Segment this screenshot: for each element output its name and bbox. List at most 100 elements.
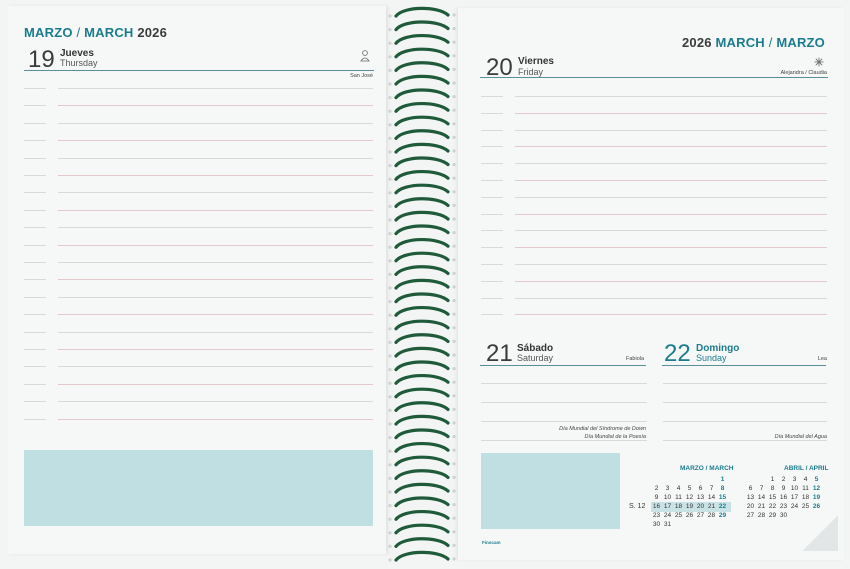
punch-hole: [388, 55, 392, 59]
spiral-coil: [394, 373, 450, 385]
calendar-day: 23: [779, 503, 788, 510]
punch-hole: [452, 163, 456, 167]
calendar-day: 17: [663, 503, 672, 510]
punch-hole: [452, 271, 456, 275]
notes-box: [481, 453, 620, 529]
writing-line: [58, 418, 373, 420]
margin-tick: [24, 244, 46, 246]
margin-tick: [481, 196, 503, 198]
writing-line: [663, 440, 827, 441]
punch-hole: [452, 40, 456, 44]
punch-hole: [388, 449, 392, 453]
writing-line: [515, 146, 827, 148]
calendar-day: 20: [746, 503, 755, 510]
writing-line: [515, 180, 827, 181]
day20-saint: Alejandra / Claudia: [780, 70, 827, 76]
spiral-coil: [394, 333, 450, 344]
punch-hole: [452, 557, 456, 561]
spiral-coil: [394, 360, 450, 372]
calendar-day: 19: [685, 503, 694, 510]
punch-hole: [388, 368, 392, 372]
punch-hole: [388, 41, 392, 45]
punch-hole: [452, 435, 456, 439]
spiral-coil: [394, 251, 450, 263]
margin-tick: [481, 280, 503, 282]
punch-hole: [452, 543, 456, 548]
calendar-day: 11: [675, 494, 682, 501]
margin-tick: [24, 262, 46, 263]
writing-line: [663, 383, 827, 384]
punch-hole: [388, 177, 392, 181]
punch-hole: [388, 422, 392, 426]
day22-header-rule: [662, 365, 826, 366]
spiral-coil: [394, 305, 450, 317]
punch-hole: [452, 299, 456, 303]
margin-tick: [24, 140, 46, 142]
calendar-day: 3: [665, 485, 670, 492]
day22-name-en: Sunday: [696, 353, 727, 363]
punch-hole: [452, 326, 456, 330]
punch-hole: [388, 272, 392, 276]
current-week-highlight: [651, 502, 731, 512]
calendar-day: 1: [720, 476, 725, 483]
right-month-title: 2026 MARCH / MARZO: [681, 35, 825, 50]
punch-hole: [452, 122, 456, 126]
punch-hole: [452, 231, 456, 235]
punch-hole: [452, 421, 456, 425]
margin-tick: [481, 180, 503, 181]
spiral-coil: [394, 469, 450, 480]
spiral-coil: [394, 537, 450, 548]
calendar-day: 10: [663, 494, 672, 501]
margin-tick: [24, 296, 46, 298]
spiral-coil: [394, 197, 450, 208]
margin-tick: [481, 213, 503, 215]
punch-hole: [388, 558, 392, 562]
calendar-day: 1: [770, 476, 775, 483]
writing-line: [58, 331, 373, 333]
punch-hole: [388, 204, 392, 208]
punch-hole: [388, 463, 392, 467]
calendar-day: 13: [746, 494, 755, 501]
writing-line: [515, 280, 827, 282]
margin-tick: [24, 401, 46, 403]
writing-line: [515, 112, 827, 114]
margin-tick: [481, 146, 503, 148]
calendar-day: 24: [790, 503, 799, 510]
punch-hole: [388, 68, 392, 72]
writing-line: [58, 314, 373, 316]
writing-line: [58, 157, 373, 159]
punch-hole: [388, 96, 392, 100]
spiral-coil: [394, 115, 450, 127]
spiral-coil: [394, 33, 450, 45]
writing-line: [481, 440, 647, 441]
left-page: MARZO / MARCH 2026 19 Jueves Thursday Sa…: [8, 6, 386, 554]
month-en: MARCH: [715, 35, 765, 50]
spiral-coil: [394, 496, 450, 508]
spiral-coil: [394, 387, 450, 399]
spiral-coil: [394, 47, 450, 59]
punch-hole: [388, 286, 392, 290]
spiral-coil: [394, 509, 450, 521]
calendar-day: 9: [781, 485, 786, 492]
saint-name: San José: [350, 73, 373, 79]
day20-name-en: Friday: [518, 67, 544, 77]
calendar-day: 16: [779, 494, 788, 501]
calendar-day: 18: [801, 494, 810, 501]
punch-hole: [388, 408, 392, 412]
writing-line: [58, 209, 373, 211]
calendar-day: 30: [652, 521, 661, 528]
calendar-day: 14: [757, 494, 766, 501]
spiral-coil: [394, 156, 450, 168]
writing-line: [481, 383, 647, 384]
day22-name-es: Domingo: [696, 343, 740, 354]
punch-hole: [388, 313, 392, 317]
margin-tick: [24, 279, 46, 281]
spiral-coil: [394, 428, 450, 440]
punch-hole: [388, 504, 392, 508]
writing-line: [515, 314, 827, 316]
punch-hole: [452, 285, 456, 289]
punch-hole: [388, 436, 392, 440]
header-rule: [24, 70, 374, 71]
punch-hole: [452, 217, 456, 221]
